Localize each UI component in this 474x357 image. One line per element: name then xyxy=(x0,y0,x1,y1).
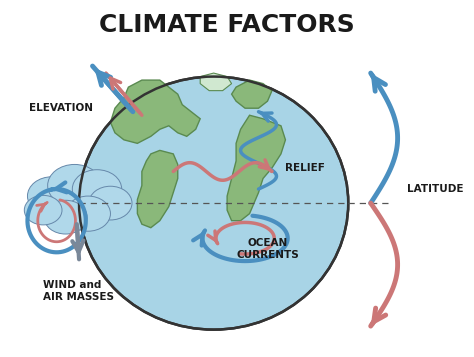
Circle shape xyxy=(48,165,101,207)
Text: RELIEF: RELIEF xyxy=(285,163,325,173)
Circle shape xyxy=(44,200,87,234)
Text: LATITUDE: LATITUDE xyxy=(407,184,463,194)
Text: WIND and
AIR MASSES: WIND and AIR MASSES xyxy=(43,280,114,302)
Ellipse shape xyxy=(79,77,348,330)
Polygon shape xyxy=(137,150,178,228)
Polygon shape xyxy=(110,80,200,144)
Polygon shape xyxy=(200,73,232,91)
Polygon shape xyxy=(227,115,285,221)
Text: ELEVATION: ELEVATION xyxy=(29,103,93,113)
Circle shape xyxy=(73,170,122,208)
Polygon shape xyxy=(232,80,272,108)
Circle shape xyxy=(65,196,110,231)
Circle shape xyxy=(89,186,132,220)
Text: CLIMATE FACTORS: CLIMATE FACTORS xyxy=(99,13,355,37)
Circle shape xyxy=(27,177,77,215)
Text: OCEAN
CURRENTS: OCEAN CURRENTS xyxy=(236,238,299,260)
Circle shape xyxy=(24,195,62,225)
